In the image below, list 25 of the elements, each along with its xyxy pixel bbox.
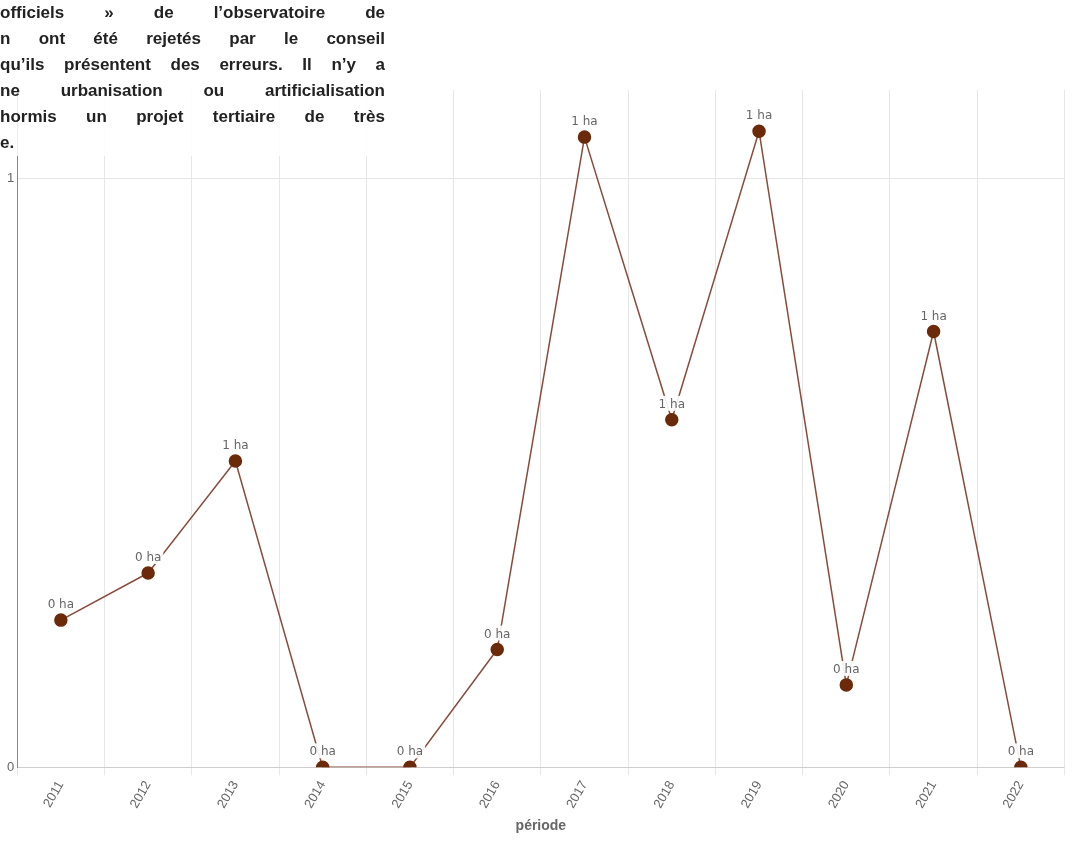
y-tick-label: 1 <box>7 169 15 185</box>
point <box>228 454 243 468</box>
text: 0 ha <box>134 550 162 565</box>
text: 0 ha <box>47 597 75 612</box>
text: 0 ha <box>396 744 424 759</box>
annotation: officiels » de l’observatoire de n ont été rejetés par le conseil qu’ils présentent des erreurs. Il n’y a ne urbanisation ou artificialisation hormis un projet tertiaire de très e. <box>0 0 385 156</box>
y-tick-label: 0 <box>7 758 15 774</box>
point <box>665 413 679 427</box>
point <box>490 642 504 657</box>
text: 1 ha <box>745 108 773 123</box>
point <box>141 566 155 580</box>
text: 0 ha <box>484 626 511 641</box>
text: 1 ha <box>658 396 685 411</box>
text: 0 ha <box>309 744 336 759</box>
point <box>752 124 766 138</box>
point <box>54 613 68 627</box>
text: 0 ha <box>1007 744 1035 759</box>
point <box>839 678 854 692</box>
text: 1 ha <box>222 438 249 453</box>
point <box>577 130 592 144</box>
point <box>926 324 941 339</box>
text: 0 ha <box>833 662 860 677</box>
text: 1 ha <box>920 308 947 323</box>
x-axis-title: période <box>515 817 567 834</box>
text: 1 ha <box>571 114 598 129</box>
